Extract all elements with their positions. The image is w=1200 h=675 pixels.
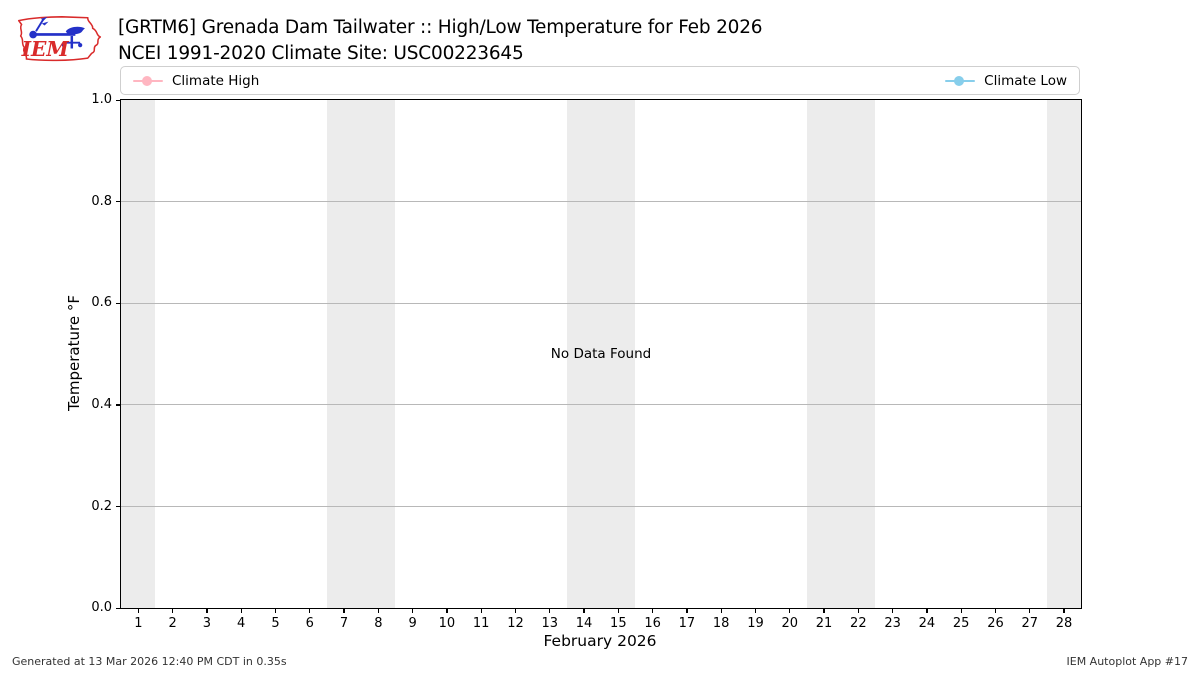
x-tick-mark — [240, 609, 242, 614]
weekend-band — [806, 100, 876, 608]
weekend-band — [566, 100, 636, 608]
gridline — [121, 201, 1081, 203]
x-tick-label: 7 — [339, 616, 349, 631]
x-tick-label: 15 — [610, 616, 627, 631]
y-tick-label: 0.6 — [91, 295, 112, 311]
chart-title: [GRTM6] Grenada Dam Tailwater :: High/Lo… — [118, 17, 763, 38]
y-tick-label: 0.4 — [91, 397, 112, 412]
weekend-band — [326, 100, 396, 608]
climate-low-marker-icon — [945, 75, 976, 86]
x-tick-mark — [137, 609, 139, 614]
x-tick-mark — [446, 609, 448, 614]
y-tick-label: 1.0 — [91, 92, 112, 108]
chart-subtitle: NCEI 1991-2020 Climate Site: USC00223645 — [118, 43, 524, 64]
y-tick-label: 0.0 — [91, 600, 112, 616]
x-tick-label: 25 — [952, 616, 970, 631]
weekend-band — [121, 100, 156, 608]
x-tick-mark — [994, 609, 997, 614]
x-tick-label: 8 — [374, 616, 383, 631]
x-tick-mark — [309, 609, 311, 614]
x-tick-mark — [480, 609, 482, 614]
x-tick-mark — [857, 609, 859, 614]
x-tick-label: 17 — [678, 616, 696, 631]
x-tick-mark — [171, 609, 174, 614]
x-tick-mark — [274, 609, 277, 614]
x-tick-mark — [1029, 609, 1031, 614]
x-tick-mark — [891, 609, 894, 614]
legend-entry-climate-low: Climate Low — [945, 73, 1067, 89]
x-tick-label: 13 — [541, 616, 559, 631]
y-tick-mark — [116, 404, 120, 406]
iem-logo-text: IEM — [21, 37, 70, 61]
x-axis-label: February 2026 — [543, 632, 657, 650]
gridline — [121, 505, 1081, 507]
x-tick-mark — [411, 609, 414, 614]
x-tick-label: 22 — [850, 616, 867, 631]
generated-timestamp: Generated at 13 Mar 2026 12:40 PM CDT in… — [12, 655, 287, 668]
x-tick-mark — [377, 609, 379, 614]
x-tick-label: 5 — [271, 616, 280, 631]
y-tick-mark — [116, 201, 120, 203]
x-tick-mark — [206, 609, 208, 614]
climate-high-marker-icon — [133, 75, 163, 86]
x-tick-mark — [686, 609, 688, 614]
x-tick-mark — [754, 609, 757, 614]
y-tick-label: 0.8 — [91, 193, 112, 209]
plot-area: No Data Found — [120, 99, 1082, 609]
app-attribution: IEM Autoplot App #17 — [1066, 655, 1189, 668]
y-axis-label: Temperature °F — [65, 295, 83, 411]
x-tick-label: 6 — [305, 616, 314, 631]
x-tick-label: 28 — [1055, 616, 1073, 631]
x-tick-mark — [789, 609, 791, 614]
x-tick-label: 4 — [237, 616, 246, 631]
x-tick-mark — [343, 609, 345, 614]
x-tick-label: 21 — [815, 616, 833, 631]
x-tick-label: 11 — [472, 616, 490, 631]
x-tick-mark — [617, 609, 619, 614]
x-tick-label: 2 — [168, 616, 177, 631]
x-tick-mark — [823, 609, 825, 614]
gridline — [121, 404, 1081, 406]
x-tick-label: 19 — [747, 616, 764, 631]
legend-label-climate-low: Climate Low — [984, 72, 1067, 89]
y-tick-mark — [116, 505, 120, 508]
no-data-message: No Data Found — [550, 346, 652, 362]
x-tick-mark — [1063, 609, 1065, 614]
x-tick-mark — [720, 609, 722, 614]
iem-logo: IEM — [17, 16, 102, 61]
weekend-band — [1046, 100, 1081, 608]
x-tick-mark — [514, 609, 517, 614]
y-tick-mark — [116, 302, 120, 305]
x-tick-mark — [549, 609, 551, 614]
x-tick-label: 20 — [781, 616, 799, 631]
x-tick-label: 12 — [507, 616, 524, 631]
weather-vane-icon — [29, 16, 85, 49]
y-tick-mark — [116, 607, 120, 609]
gridline — [121, 302, 1081, 304]
x-tick-mark — [926, 609, 928, 614]
y-tick-label: 0.2 — [91, 498, 112, 514]
x-tick-label: 23 — [884, 616, 901, 631]
x-tick-mark — [960, 609, 962, 614]
y-tick-mark — [116, 99, 120, 101]
x-tick-label: 14 — [575, 616, 593, 631]
x-tick-label: 24 — [918, 616, 936, 631]
x-tick-label: 9 — [408, 616, 417, 631]
legend: Climate High Climate Low — [120, 66, 1080, 95]
x-tick-label: 18 — [712, 616, 730, 631]
legend-label-climate-high: Climate High — [172, 72, 260, 89]
x-tick-label: 27 — [1021, 616, 1039, 631]
legend-entry-climate-high: Climate High — [133, 73, 259, 89]
x-tick-label: 3 — [202, 616, 212, 631]
x-tick-label: 10 — [438, 616, 456, 631]
x-tick-label: 1 — [134, 616, 143, 631]
x-tick-label: 26 — [987, 616, 1004, 631]
x-tick-mark — [651, 609, 654, 614]
title-block: [GRTM6] Grenada Dam Tailwater :: High/Lo… — [118, 15, 763, 67]
x-tick-mark — [583, 609, 585, 614]
x-tick-label: 16 — [644, 616, 661, 631]
